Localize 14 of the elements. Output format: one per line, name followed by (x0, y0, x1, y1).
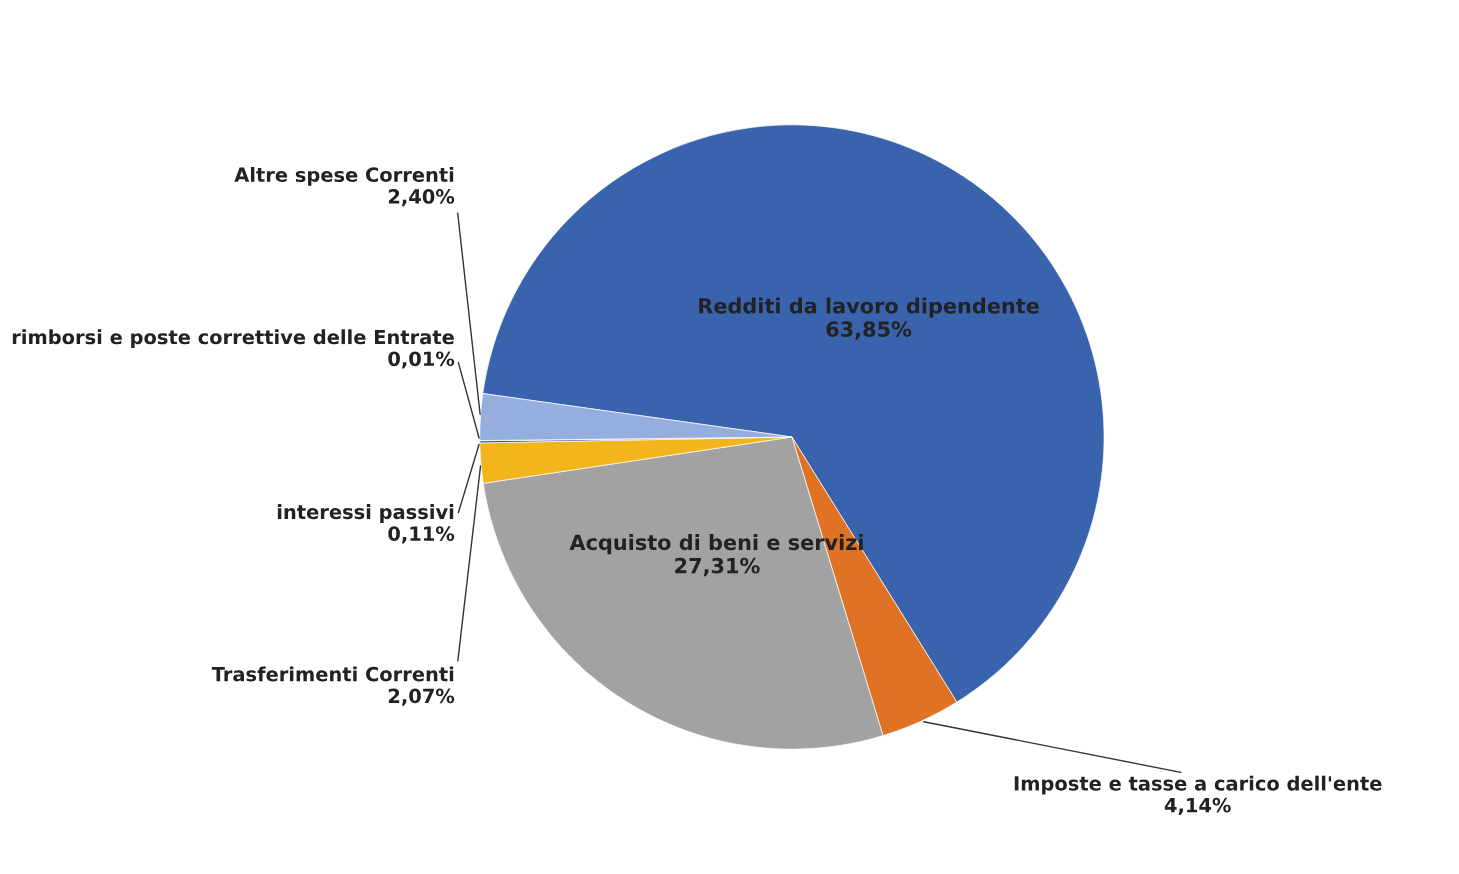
slice-label: Redditi da lavoro dipendente (699, 297, 1039, 318)
data-label: 2,40% (388, 189, 455, 207)
data-label: 63,85% (826, 321, 912, 340)
data-label: 0,11% (388, 526, 455, 544)
data-label: 0,01% (388, 351, 455, 369)
slice-label: Altre spese Correnti (234, 166, 454, 186)
data-label: 27,31% (675, 557, 760, 577)
data-label: 2,07% (388, 688, 455, 706)
slice-label: Imposte e tasse a carico dell'ente (1014, 775, 1382, 795)
data-label: 4,14% (1164, 797, 1231, 815)
slice-label: interessi passivi (277, 504, 454, 523)
slice-label: Acquisto di beni e servizi (569, 534, 863, 555)
slice-label: Trasferimenti Correnti (211, 666, 454, 682)
slice-label: rimborsi e poste correttive delle Entrate (12, 329, 454, 349)
